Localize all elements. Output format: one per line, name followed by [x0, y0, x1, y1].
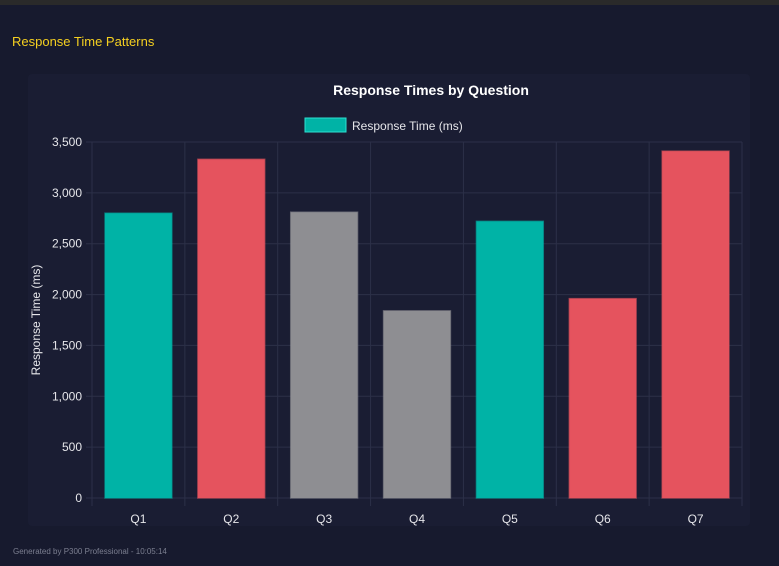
- bar-q2: [197, 158, 266, 499]
- bar-q1: [104, 212, 173, 499]
- y-tick-label: 500: [62, 440, 82, 454]
- x-tick-label: Q1: [130, 512, 146, 526]
- x-tick-label: Q4: [409, 512, 425, 526]
- section-title: Response Time Patterns: [12, 34, 155, 49]
- y-tick-label: 3,000: [52, 186, 82, 200]
- y-tick-label: 3,500: [52, 135, 82, 149]
- x-tick-label: Q5: [502, 512, 518, 526]
- bar-q6: [568, 297, 637, 499]
- y-tick-label: 1,500: [52, 338, 82, 352]
- y-tick-label: 2,500: [52, 237, 82, 251]
- x-tick-label: Q7: [688, 512, 704, 526]
- y-tick-label: 0: [75, 491, 82, 505]
- y-tick-label: 1,000: [52, 389, 82, 403]
- bar-q5: [475, 220, 545, 499]
- x-tick-label: Q3: [316, 512, 332, 526]
- legend-swatch: [304, 117, 347, 133]
- x-tick-label: Q6: [595, 512, 611, 526]
- footer-text: Generated by P300 Professional - 10:05:1…: [13, 547, 167, 556]
- chart-title: Response Times by Question: [333, 82, 529, 98]
- bar-q3: [289, 211, 359, 499]
- bar-q4: [382, 310, 452, 499]
- x-tick-label: Q2: [223, 512, 239, 526]
- bar-q7: [661, 150, 730, 499]
- y-tick-label: 2,000: [52, 288, 82, 302]
- legend-label: Response Time (ms): [352, 119, 463, 133]
- y-axis-label: Response Time (ms): [29, 265, 43, 376]
- window-top-bar: [0, 0, 779, 5]
